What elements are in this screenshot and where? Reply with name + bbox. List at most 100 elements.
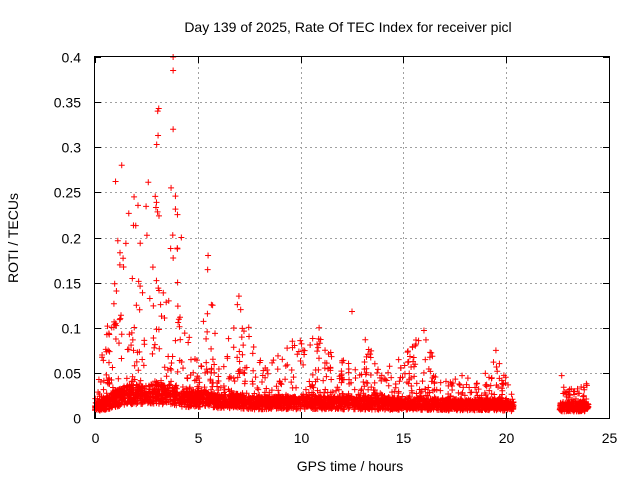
- data-point: [473, 380, 480, 387]
- data-point: [177, 336, 184, 343]
- x-tick-label: 20: [499, 430, 515, 446]
- data-point: [175, 399, 182, 406]
- data-point: [143, 203, 150, 210]
- data-point: [229, 391, 236, 398]
- data-point: [188, 356, 195, 363]
- data-point: [246, 333, 253, 340]
- data-point: [153, 199, 160, 206]
- data-point: [204, 368, 211, 375]
- data-point: [362, 393, 369, 400]
- y-tick-label: 0.3: [62, 140, 82, 156]
- data-point: [439, 396, 446, 403]
- data-point: [311, 405, 318, 412]
- data-point: [578, 383, 585, 390]
- data-point: [282, 376, 289, 383]
- data-point: [174, 211, 181, 218]
- data-point: [423, 398, 430, 405]
- data-point: [474, 380, 481, 387]
- data-point: [169, 232, 176, 239]
- data-point: [389, 394, 396, 401]
- data-point: [309, 371, 316, 378]
- data-point: [561, 388, 568, 395]
- data-point: [498, 401, 505, 408]
- data-point: [494, 368, 501, 375]
- data-point: [157, 301, 164, 308]
- data-point: [298, 403, 305, 410]
- data-point: [583, 380, 590, 387]
- data-point: [168, 378, 175, 385]
- data-point: [184, 375, 191, 382]
- data-point: [203, 366, 210, 373]
- data-point: [358, 386, 365, 393]
- data-point: [118, 355, 125, 362]
- data-point: [128, 342, 135, 349]
- data-point: [265, 405, 272, 412]
- data-point: [172, 206, 179, 213]
- data-point: [115, 340, 122, 347]
- data-point: [98, 396, 105, 403]
- data-point: [255, 393, 262, 400]
- data-point: [205, 252, 212, 259]
- data-point: [249, 350, 256, 357]
- data-point: [558, 372, 565, 379]
- data-point: [413, 380, 420, 387]
- data-point: [426, 389, 433, 396]
- data-point: [103, 331, 110, 338]
- data-point: [338, 372, 345, 379]
- data-point: [99, 354, 106, 361]
- data-point: [213, 395, 220, 402]
- data-point: [163, 373, 170, 380]
- data-point: [170, 67, 177, 74]
- data-point: [218, 395, 225, 402]
- data-point: [160, 382, 167, 389]
- data-point: [156, 345, 163, 352]
- data-point: [197, 403, 204, 410]
- data-point: [395, 388, 402, 395]
- data-point: [220, 382, 227, 389]
- data-point: [241, 370, 248, 377]
- y-tick-label: 0.4: [62, 50, 82, 66]
- data-point: [123, 400, 130, 407]
- data-point: [464, 375, 471, 382]
- data-point: [216, 398, 223, 405]
- data-point: [409, 389, 416, 396]
- data-point: [209, 383, 216, 390]
- data-point: [335, 386, 342, 393]
- data-point: [363, 353, 370, 360]
- data-point: [230, 324, 237, 331]
- data-point: [139, 289, 146, 296]
- x-tick-label: 5: [195, 430, 203, 446]
- data-point: [433, 405, 440, 412]
- data-point: [322, 386, 329, 393]
- data-point: [250, 367, 257, 374]
- data-point: [566, 401, 573, 408]
- data-point: [225, 335, 232, 342]
- data-point: [492, 347, 499, 354]
- data-point: [418, 406, 425, 413]
- data-point: [406, 394, 413, 401]
- data-point: [396, 378, 403, 385]
- data-point: [176, 357, 183, 364]
- data-point: [200, 318, 207, 325]
- data-point: [109, 395, 116, 402]
- data-point: [124, 382, 131, 389]
- data-point: [483, 381, 490, 388]
- data-point: [178, 234, 185, 241]
- data-point: [198, 363, 205, 370]
- data-point: [344, 401, 351, 408]
- data-point: [579, 400, 586, 407]
- data-point: [135, 367, 142, 374]
- data-point: [203, 359, 210, 366]
- data-point: [289, 338, 296, 345]
- data-point: [311, 398, 318, 405]
- data-point: [224, 353, 231, 360]
- data-point: [336, 392, 343, 399]
- data-point: [461, 392, 468, 399]
- data-point: [316, 340, 323, 347]
- data-point: [270, 357, 277, 364]
- data-point: [422, 385, 429, 392]
- data-point: [386, 363, 393, 370]
- data-point: [194, 402, 201, 409]
- data-point: [211, 361, 218, 368]
- data-point: [112, 336, 119, 343]
